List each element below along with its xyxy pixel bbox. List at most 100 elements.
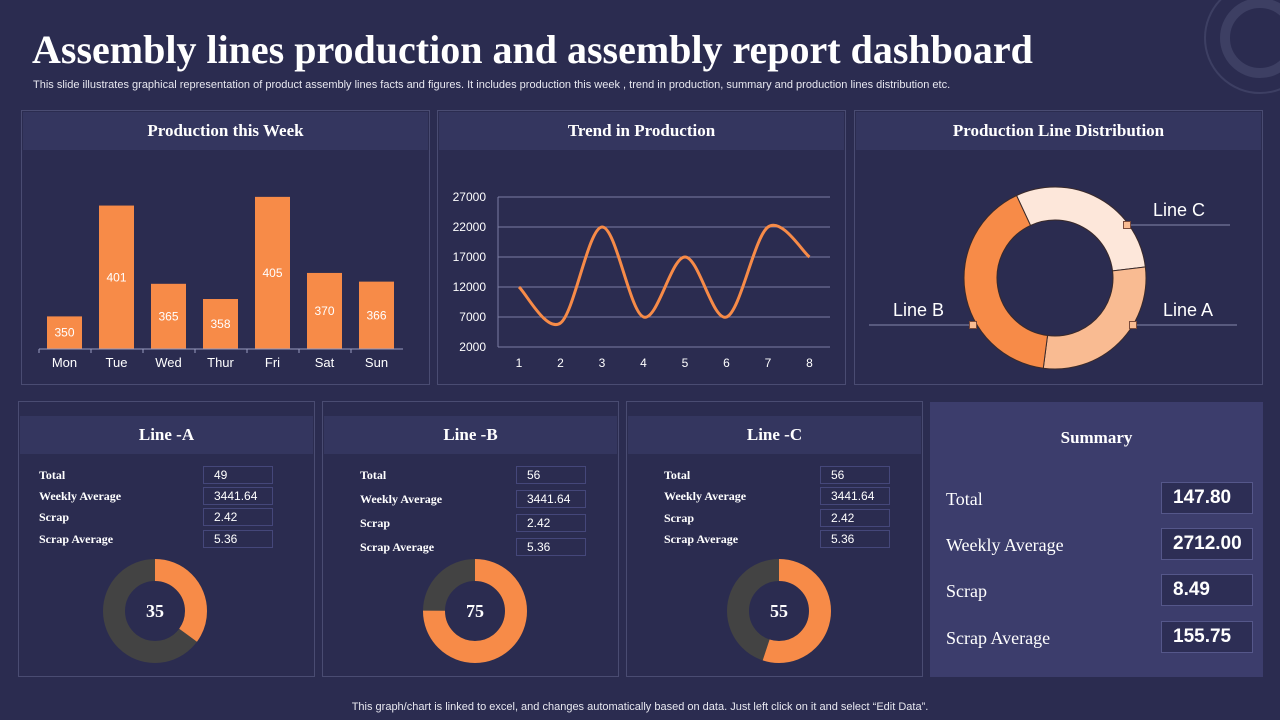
stat-row: Scrap 2.42 [664,509,904,527]
bar-data-label: 370 [314,304,334,318]
stat-value: 56 [516,466,586,484]
leader-marker [1123,221,1131,229]
stat-value: 56 [820,466,890,484]
x-tick-label: 5 [682,356,689,370]
distribution-panel: Production Line Distribution Line C Line … [854,110,1263,385]
x-tick-label: Sun [365,355,388,370]
slice-label: Line A [1163,300,1213,320]
donut-chart[interactable]: Line C Line A Line B [855,151,1262,385]
trend-panel: Trend in Production 2000 7000 12000 17000 22… [437,110,846,385]
y-tick-label: 7000 [459,310,486,324]
bar [255,196,290,349]
summary-value: 8.49 [1161,574,1253,606]
leader-marker [1129,321,1137,329]
x-tick-label: Thur [207,355,234,370]
y-tick-label: 27000 [453,190,487,204]
stat-row: Total 56 [664,466,904,484]
line-panel: Line -B Total 56 Weekly Average 3441.64 Scrap… [322,401,619,677]
bar [203,299,238,349]
percent-donut: 75 [423,559,527,663]
footer-note: This graph/chart is linked to excel, and… [351,701,929,713]
stat-label: Total [664,468,691,482]
x-tick-label: 4 [640,356,647,370]
decorative-ring [1220,0,1280,78]
summary-value: 2712.00 [1161,528,1253,560]
x-tick-label: Wed [155,355,182,370]
summary-value: 155.75 [1161,621,1253,653]
stat-value: 49 [203,466,273,484]
stat-row: Weekly Average 3441.64 [360,490,600,508]
panel-title: Line -C [628,416,921,454]
x-tick-label: Sat [315,355,335,370]
y-tick-label: 12000 [453,280,487,294]
y-tick-label: 22000 [453,220,487,234]
y-tick-label: 17000 [453,250,487,264]
leader-marker [969,321,977,329]
summary-row: Scrap Average 155.75 [946,621,1253,653]
donut-slice [1042,266,1147,370]
summary-label: Scrap Average [946,628,1051,648]
summary-label: Weekly Average [946,535,1064,555]
bar [99,205,134,349]
panel-title: Line -B [324,416,617,454]
bar [151,283,186,349]
stat-label: Weekly Average [39,489,122,503]
stat-label: Scrap Average [360,540,435,554]
stat-row: Scrap 2.42 [360,514,600,532]
x-tick-label: 7 [765,356,772,370]
x-tick-label: 6 [723,356,730,370]
bar [359,281,394,349]
summary-label: Scrap [946,581,987,601]
x-tick-label: 2 [557,356,564,370]
donut-center-value: 75 [466,601,484,621]
donut-fill [423,559,527,663]
stat-row: Scrap Average 5.36 [664,530,904,548]
page-subtitle: This slide illustrates graphical represe… [33,79,951,91]
stat-label: Weekly Average [664,489,747,503]
stat-label: Total [39,468,66,482]
stat-value: 2.42 [820,509,890,527]
slice-label: Line C [1153,200,1205,220]
stat-label: Weekly Average [360,492,443,506]
stat-row: Total 56 [360,466,600,484]
stat-value: 5.36 [203,530,273,548]
stat-label: Scrap Average [664,532,739,546]
stat-label: Scrap [39,510,69,524]
page-title: Assembly lines production and assembly r… [32,27,1033,72]
bar-data-label: 401 [106,270,126,284]
summary-row: Weekly Average 2712.00 [946,528,1253,560]
stat-value: 3441.64 [820,487,890,505]
bar [47,316,82,349]
x-tick-label: Mon [52,355,77,370]
stat-value: 2.42 [203,508,273,526]
x-tick-label: 8 [806,356,813,370]
percent-donut: 35 [103,559,207,663]
donut-fill [103,559,207,663]
summary-label: Total [946,489,983,509]
line-panel: Line -C Total 56 Weekly Average 3441.64 Scrap… [626,401,923,677]
line-chart[interactable]: 2000 7000 12000 17000 22000 27000 1 2 3 4 5 6 7 8 [438,151,845,385]
stat-row: Scrap Average 5.36 [360,538,600,556]
summary-row: Scrap 8.49 [946,574,1253,606]
panel-title: Line -A [20,416,313,454]
line-panel: Line -A Total 49 Weekly Average 3441.64 Scrap… [18,401,315,677]
donut-center-value: 55 [770,601,788,621]
stat-row: Weekly Average 3441.64 [39,487,279,505]
stat-row: Total 49 [39,466,279,484]
slice-label: Line B [893,300,944,320]
summary-panel: Summary Total 147.80 Weekly Average 2712.00… [930,402,1263,677]
stat-row: Scrap 2.42 [39,508,279,526]
trend-line [517,223,811,327]
stat-row: Scrap Average 5.36 [39,530,279,548]
stat-value: 2.42 [516,514,586,532]
stat-label: Scrap [360,516,390,530]
production-week-panel: Production this Week 350 Mon 401 Tue 365 Wed 3… [21,110,430,385]
bar-data-label: 405 [262,266,282,280]
bar-data-label: 365 [158,309,178,323]
panel-title: Production Line Distribution [856,112,1261,150]
stat-label: Scrap [664,511,694,525]
bar-chart[interactable]: 350 Mon 401 Tue 365 Wed 358 Thur 405 Fri 370 Sat 366… [22,151,429,385]
bar-data-label: 350 [54,326,74,340]
donut-slice [963,194,1049,369]
x-tick-label: Fri [265,355,280,370]
